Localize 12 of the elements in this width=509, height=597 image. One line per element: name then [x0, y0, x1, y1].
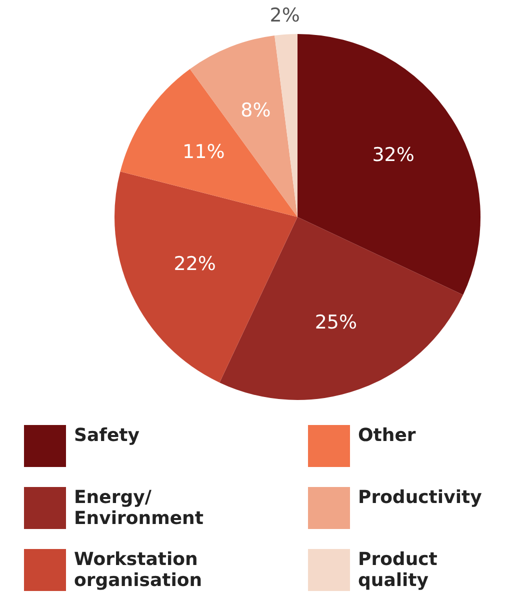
- data-label: 8%: [240, 99, 271, 122]
- data-label: 11%: [182, 141, 225, 164]
- legend-label: Product quality: [358, 549, 438, 591]
- data-label: 25%: [314, 312, 358, 334]
- data-label: 32%: [372, 144, 414, 166]
- data-label: 2%: [270, 4, 300, 26]
- legend-label: Workstation organisation: [74, 549, 204, 591]
- legend-label: Other: [358, 425, 417, 446]
- legend-label: Energy/ Environment: [74, 487, 204, 529]
- legend-label: Safety: [74, 425, 140, 446]
- legend-label: Productivity: [358, 487, 483, 508]
- data-label: 22%: [174, 253, 216, 276]
